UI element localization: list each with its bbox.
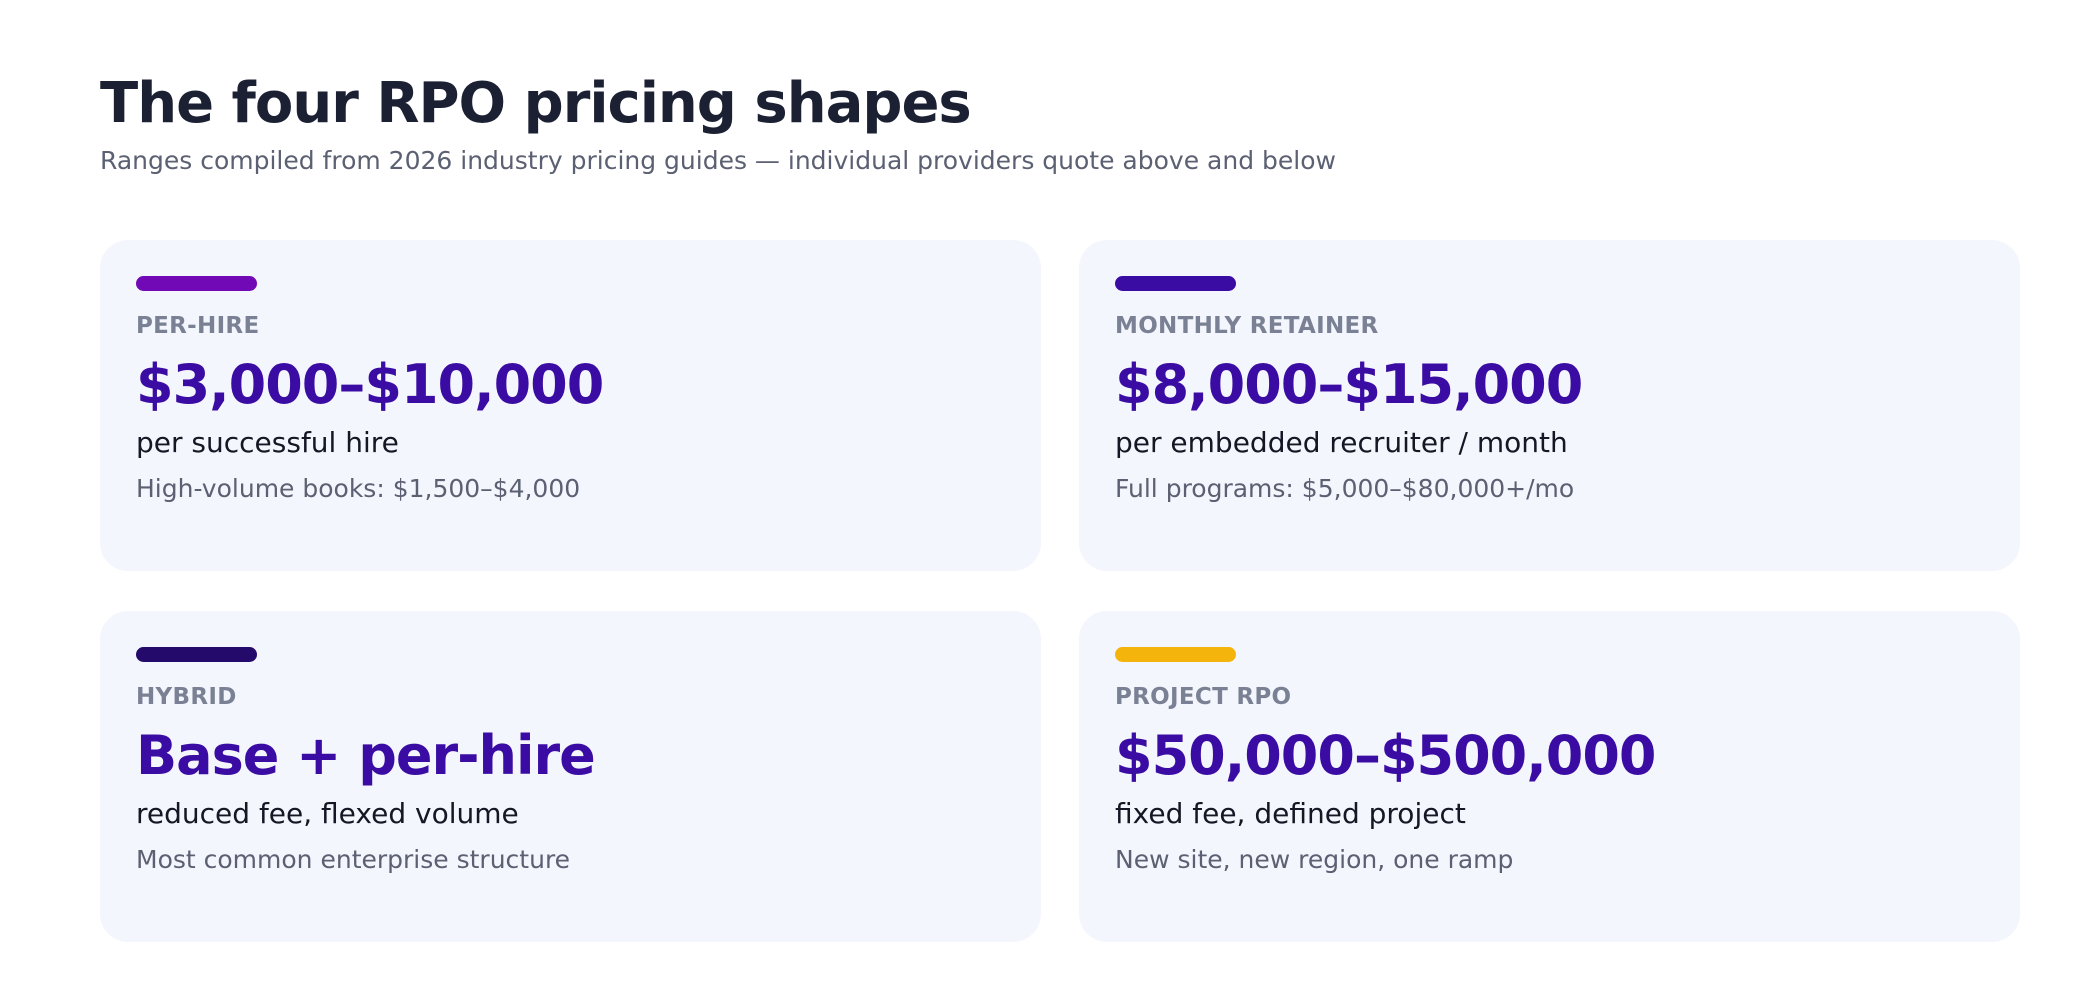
card-price: Base + per-hire xyxy=(136,724,596,787)
card-note: High-volume books: $1,500–$4,000 xyxy=(136,474,581,503)
card-label: MONTHLY RETAINER xyxy=(1115,313,1379,339)
card-label: HYBRID xyxy=(136,684,237,710)
pricing-card-hybrid: HYBRID Base + per-hire reduced fee, flex… xyxy=(100,611,1041,942)
card-price: $50,000–$500,000 xyxy=(1115,724,1656,787)
card-price: $8,000–$15,000 xyxy=(1115,353,1583,416)
card-unit: fixed fee, defined project xyxy=(1115,797,1466,830)
card-note: Most common enterprise structure xyxy=(136,845,571,874)
card-accent-bar xyxy=(1115,276,1236,291)
card-accent-bar xyxy=(136,276,257,291)
pricing-card-grid: PER-HIRE $3,000–$10,000 per successful h… xyxy=(100,240,2020,942)
pricing-card-monthly-retainer: MONTHLY RETAINER $8,000–$15,000 per embe… xyxy=(1079,240,2020,571)
page-title: The four RPO pricing shapes xyxy=(100,71,972,136)
card-label: PROJECT RPO xyxy=(1115,684,1292,710)
pricing-card-project-rpo: PROJECT RPO $50,000–$500,000 fixed fee, … xyxy=(1079,611,2020,942)
page-subtitle: Ranges compiled from 2026 industry prici… xyxy=(100,146,1336,175)
card-note: Full programs: $5,000–$80,000+/mo xyxy=(1115,474,1575,503)
pricing-card-per-hire: PER-HIRE $3,000–$10,000 per successful h… xyxy=(100,240,1041,571)
card-note: New site, new region, one ramp xyxy=(1115,845,1514,874)
card-unit: per successful hire xyxy=(136,426,399,459)
card-accent-bar xyxy=(1115,647,1236,662)
card-accent-bar xyxy=(136,647,257,662)
card-label: PER-HIRE xyxy=(136,313,260,339)
card-unit: per embedded recruiter / month xyxy=(1115,426,1568,459)
card-unit: reduced fee, flexed volume xyxy=(136,797,519,830)
card-price: $3,000–$10,000 xyxy=(136,353,604,416)
